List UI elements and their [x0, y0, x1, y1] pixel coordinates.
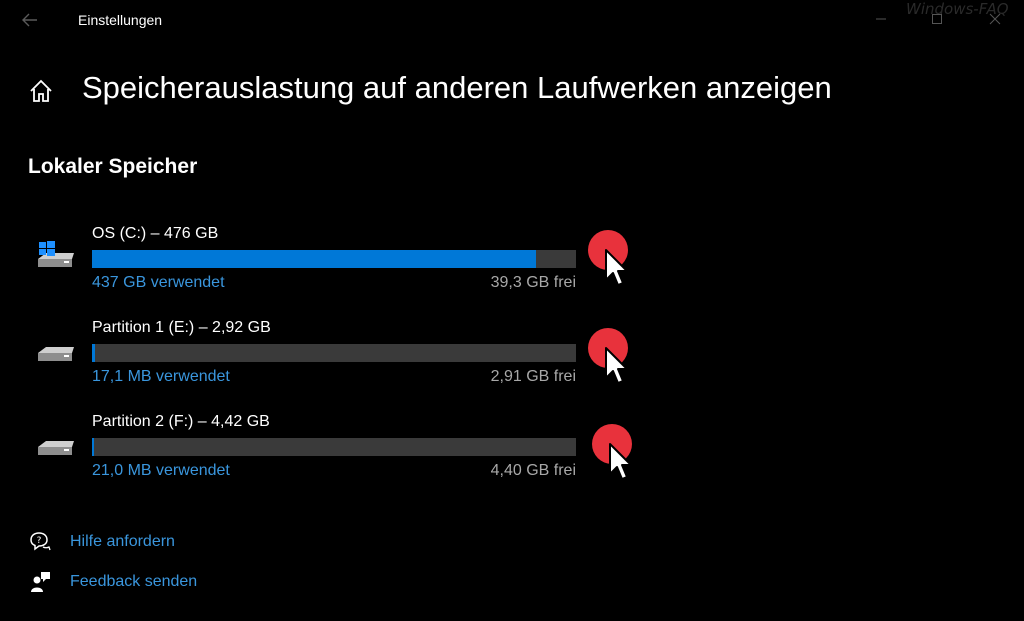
usage-bar [92, 344, 576, 362]
drive-icon [38, 347, 74, 361]
drive-name: Partition 2 (F:) – 4,42 GB [92, 413, 270, 430]
help-link-label: Hilfe anfordern [70, 533, 175, 550]
free-label: 2,91 GB frei [490, 368, 576, 385]
app-title: Einstellungen [78, 12, 163, 28]
svg-text:?: ? [37, 536, 42, 546]
usage-bar-fill [92, 438, 95, 456]
maximize-button[interactable] [922, 8, 952, 30]
help-link[interactable]: ? Hilfe anfordern [28, 529, 175, 555]
usage-bar [92, 250, 576, 268]
maximize-icon [932, 14, 942, 24]
home-icon [30, 79, 52, 102]
drive-name: OS (C:) – 476 GB [92, 225, 219, 242]
click-marker-icon [592, 424, 632, 480]
usage-bar-fill [92, 344, 95, 362]
windows-drive-icon [38, 241, 74, 267]
feedback-icon [28, 570, 52, 594]
click-marker-icon [588, 230, 628, 286]
drive-icon [38, 441, 74, 455]
drive-item-c[interactable]: OS (C:) – 476 GB 437 GB verwendet 39,3 G… [28, 225, 588, 295]
used-label: 21,0 MB verwendet [92, 462, 230, 479]
free-label: 39,3 GB frei [490, 274, 576, 291]
feedback-link[interactable]: Feedback senden [28, 569, 197, 595]
click-marker-icon [588, 328, 628, 384]
drive-item-f[interactable]: Partition 2 (F:) – 4,42 GB 21,0 MB verwe… [28, 413, 588, 483]
close-icon [989, 13, 1001, 25]
watermark: Windows-FAQ [906, 0, 1009, 18]
back-button[interactable] [16, 8, 44, 32]
close-button[interactable] [980, 8, 1010, 30]
help-chat-icon: ? [28, 530, 52, 554]
title-bar: Einstellungen Windows-FAQ [0, 0, 1024, 40]
drive-name: Partition 1 (E:) – 2,92 GB [92, 319, 271, 336]
page-title: Speicherauslastung auf anderen Laufwerke… [82, 70, 832, 105]
section-title: Lokaler Speicher [28, 155, 198, 178]
usage-bar [92, 438, 576, 456]
feedback-link-label: Feedback senden [70, 573, 198, 590]
usage-bar-fill [92, 250, 537, 268]
back-arrow-icon [22, 13, 37, 27]
drive-item-e[interactable]: Partition 1 (E:) – 2,92 GB 17,1 MB verwe… [28, 319, 588, 389]
used-label: 17,1 MB verwendet [92, 368, 230, 385]
home-button[interactable] [28, 78, 54, 104]
minimize-icon [876, 18, 886, 20]
used-label: 437 GB verwendet [92, 274, 225, 291]
free-label: 4,40 GB frei [490, 462, 576, 479]
minimize-button[interactable] [866, 8, 896, 30]
